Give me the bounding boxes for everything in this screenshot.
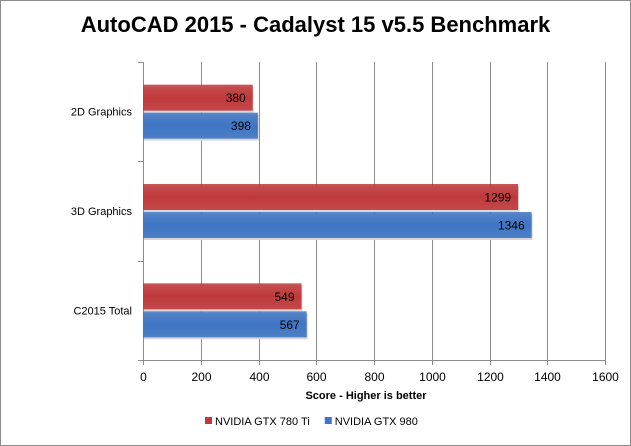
data-label: 1299 xyxy=(484,191,511,205)
data-label: 567 xyxy=(280,318,300,332)
category-label: 3D Graphics xyxy=(71,206,133,218)
category-label: C2015 Total xyxy=(73,305,132,317)
chart-title: AutoCAD 2015 - Cadalyst 15 v5.5 Benchmar… xyxy=(80,12,551,37)
x-tick-label: 1000 xyxy=(419,370,446,384)
legend-label: NVIDIA GTX 980 xyxy=(335,416,418,428)
data-label: 1346 xyxy=(498,219,525,233)
x-tick-label: 1600 xyxy=(592,370,619,384)
data-label: 398 xyxy=(231,119,251,133)
x-axis-title: Score - Higher is better xyxy=(305,390,427,402)
x-tick-label: 1400 xyxy=(534,370,561,384)
category-label: 2D Graphics xyxy=(71,107,133,119)
bar xyxy=(143,212,532,238)
x-tick-label: 400 xyxy=(249,370,269,384)
bar xyxy=(143,112,258,139)
bar xyxy=(143,283,302,310)
data-label: 549 xyxy=(274,290,294,304)
x-tick-label: 800 xyxy=(364,370,384,384)
bar xyxy=(143,84,253,111)
legend-label: NVIDIA GTX 780 Ti xyxy=(215,416,310,428)
x-tick-label: 600 xyxy=(306,370,326,384)
bar xyxy=(143,311,307,338)
data-label: 380 xyxy=(226,91,246,105)
x-tick-label: 1200 xyxy=(477,370,504,384)
x-tick-label: 0 xyxy=(140,370,147,384)
legend-swatch xyxy=(324,417,332,424)
legend-swatch xyxy=(205,417,212,424)
x-tick-label: 200 xyxy=(191,370,211,384)
bar xyxy=(143,184,519,210)
